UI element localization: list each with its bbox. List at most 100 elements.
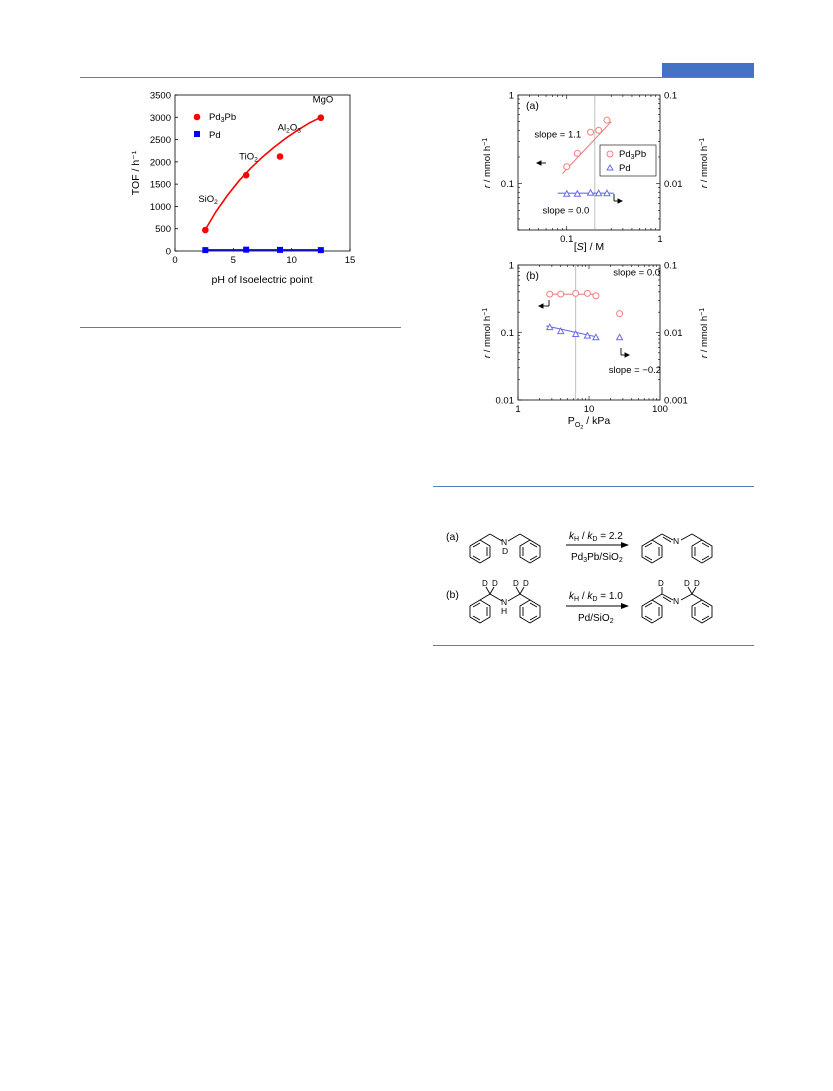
- atom-d-b1: D: [482, 579, 488, 588]
- y-tick-label: 2500: [150, 135, 171, 146]
- pd-point: [573, 189, 582, 197]
- conc-legend-box: [599, 144, 657, 177]
- y-tick-label-left: 0.1: [501, 179, 514, 190]
- pd-point: [571, 329, 580, 338]
- pd-point: [603, 189, 611, 197]
- pd3pb-point: [317, 114, 325, 122]
- tof-ylabel: TOF / h⁻¹: [130, 150, 142, 195]
- fit-line: [562, 121, 612, 174]
- y-tick-label-left: 0.01: [496, 396, 515, 407]
- legend-marker-pd3pb-open: [606, 150, 614, 158]
- header-rule: [80, 77, 754, 78]
- legend-marker-pd-triangle: [606, 164, 614, 171]
- atom-d-b6: D: [684, 579, 690, 588]
- atom-n-a-product: N: [673, 536, 679, 546]
- header-accent-box: [662, 63, 754, 77]
- molecule-imine-a: [641, 533, 713, 564]
- pd3pb-point: [546, 290, 554, 298]
- pd-point: [615, 333, 624, 341]
- slope-annotation: slope = −0.2: [609, 365, 661, 376]
- scheme-a-label: (a): [446, 531, 459, 543]
- support-annotation: Al2O3: [278, 123, 302, 135]
- x-tick-label: 0.1: [560, 234, 573, 245]
- y-tick-label-right: 0.1: [664, 261, 677, 272]
- atom-d-b4: D: [523, 579, 529, 588]
- x-tick-label: 15: [345, 255, 356, 266]
- legend-label-pd3pb-a: Pd3Pb: [619, 149, 646, 161]
- rate-vs-po2-chart: 1 10 100 0.01 0.1 1 0.001 0.01 0.1 slope = 0.0 sl…: [482, 261, 710, 432]
- po2-panel-label: (b): [526, 270, 539, 282]
- pd-point: [586, 188, 595, 196]
- pd3pb-point: [563, 163, 571, 171]
- y-tick-label-left: 0.1: [501, 328, 514, 339]
- right-axis-arrow-b: [620, 348, 631, 358]
- conc-xlabel: [S] / M: [574, 241, 604, 253]
- y-tick-label: 500: [155, 224, 171, 235]
- pd-point: [277, 246, 283, 253]
- tof-xlabel: pH of Isoelectric point: [212, 274, 313, 286]
- support-annotation: TiO2: [239, 152, 258, 164]
- po2-ylabel-left: r / mmol h−1: [482, 308, 493, 358]
- atom-n-a: N: [501, 537, 507, 547]
- pd3pb-fit-line: [204, 116, 322, 231]
- x-tick-label: 1: [515, 404, 520, 415]
- x-tick-label: 10: [584, 404, 595, 415]
- po2-plot-frame: [517, 264, 661, 401]
- slope-annotation: slope = 0.0: [543, 206, 590, 217]
- x-tick-label: 100: [652, 404, 668, 415]
- fit-line: [546, 325, 599, 338]
- scheme-top-rule: [433, 486, 754, 487]
- atom-d-a: D: [502, 546, 508, 556]
- molecule-dibenzylamine-d: [469, 533, 541, 564]
- catalyst-a: Pd3Pb/SiO2: [571, 552, 623, 564]
- y-tick-label-right: 0.1: [664, 91, 677, 102]
- kie-b: kH / kD = 1.0: [569, 591, 623, 603]
- scheme-bottom-rule: [433, 645, 754, 646]
- pd-point: [556, 327, 565, 335]
- pd3pb-point: [592, 292, 600, 300]
- x-tick-label: 0: [172, 255, 177, 266]
- pd-point: [592, 333, 600, 341]
- y-tick-label: 0: [166, 247, 171, 258]
- left-axis-arrow-b: [537, 300, 550, 309]
- pd3pb-point: [572, 289, 580, 297]
- y-tick-label: 3500: [150, 91, 171, 102]
- pd3pb-point: [242, 171, 250, 179]
- right-axis-arrow: [613, 194, 624, 204]
- legend-label-pd: Pd: [209, 130, 221, 141]
- pd3pb-point: [557, 290, 565, 298]
- po2-ylabel-right: r / mmol h−1: [699, 308, 710, 358]
- pd3pb-point: [603, 116, 611, 124]
- legend-label-pd-a: Pd: [619, 163, 631, 174]
- pd-point: [594, 189, 603, 197]
- y-tick-label: 1500: [150, 180, 171, 191]
- pd-point: [545, 323, 554, 331]
- y-tick-label: 2000: [150, 157, 171, 168]
- scheme-b-label: (b): [446, 589, 459, 601]
- kie-reaction-scheme: (a) N D kH / kD = 2.2 Pd3Pb/SiO2 N (b): [446, 531, 713, 625]
- conc-ylabel-left: r / mmol h−1: [482, 138, 493, 188]
- scheme-panel-a: (a) N D kH / kD = 2.2 Pd3Pb/SiO2 N: [446, 531, 713, 564]
- molecule-imine-b: [641, 586, 713, 624]
- scheme-panel-b: (b) D D D D N H kH / kD = 1.0 Pd/SiO2: [446, 579, 713, 625]
- pd3pb-point: [202, 226, 209, 234]
- pd-point: [202, 247, 209, 254]
- atom-d-b3: D: [513, 579, 519, 588]
- legend-label-pd3pb: Pd3Pb: [209, 112, 236, 124]
- x-tick-label: 1: [657, 234, 662, 245]
- x-tick-label: 5: [231, 255, 236, 266]
- atom-d-b7: D: [694, 579, 700, 588]
- pd3pb-point: [587, 128, 595, 136]
- y-tick-label: 1000: [150, 202, 171, 213]
- tof-chart: 0 5 10 15 0 500 1000 1500 2000 2500 3000 3500 SiO2 T…: [130, 91, 356, 287]
- po2-xlabel: PO2 / kPa: [568, 415, 611, 431]
- y-tick-label-right: 0.01: [664, 328, 683, 339]
- support-annotation: MgO: [313, 95, 334, 106]
- pd3pb-point: [573, 149, 581, 157]
- catalyst-b: Pd/SiO2: [578, 613, 614, 625]
- y-tick-label-right: 0.01: [664, 179, 683, 190]
- figure-left-bottom-rule: [80, 327, 401, 328]
- pd3pb-point: [616, 310, 624, 318]
- left-axis-arrow: [535, 160, 546, 166]
- pd3pb-point: [595, 126, 603, 134]
